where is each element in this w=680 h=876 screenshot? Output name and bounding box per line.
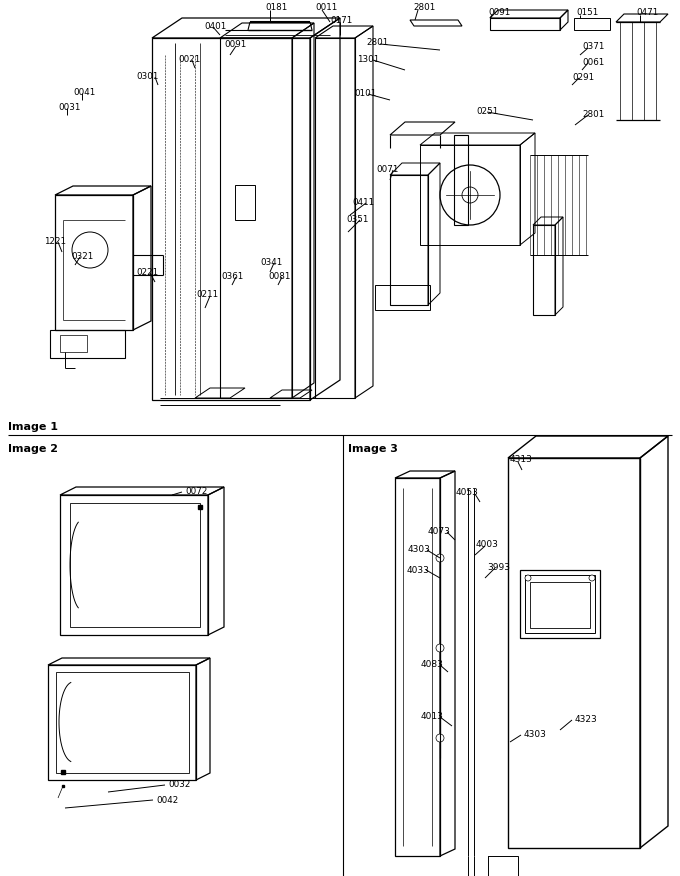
- Circle shape: [436, 554, 444, 562]
- Text: 0471: 0471: [636, 8, 658, 17]
- Text: 2801: 2801: [413, 3, 435, 12]
- Text: 0151: 0151: [576, 8, 598, 17]
- Text: 0101: 0101: [354, 89, 376, 98]
- Text: 4083: 4083: [421, 660, 444, 669]
- Text: 0041: 0041: [73, 88, 95, 97]
- Text: 0081: 0081: [268, 272, 290, 281]
- Text: 1221: 1221: [44, 237, 66, 246]
- Text: 0031: 0031: [58, 103, 80, 112]
- Text: 0021: 0021: [178, 55, 200, 64]
- Text: Image 3: Image 3: [348, 444, 398, 454]
- Text: 0351: 0351: [346, 215, 369, 224]
- Text: 4303: 4303: [408, 545, 431, 554]
- Text: 1301: 1301: [357, 55, 379, 64]
- Text: 0032: 0032: [168, 780, 190, 789]
- Text: 0251: 0251: [476, 107, 498, 116]
- Text: 4323: 4323: [575, 715, 598, 724]
- Text: 4313: 4313: [510, 455, 533, 464]
- Text: 4073: 4073: [428, 527, 451, 536]
- Text: 0341: 0341: [260, 258, 282, 267]
- Text: Image 1: Image 1: [8, 422, 58, 432]
- Text: 0042: 0042: [156, 796, 178, 805]
- Circle shape: [589, 575, 595, 581]
- Text: 0011: 0011: [315, 3, 337, 12]
- Text: Image 2: Image 2: [8, 444, 58, 454]
- Text: 3993: 3993: [487, 563, 510, 572]
- Text: 0321: 0321: [71, 252, 93, 261]
- Text: 0181: 0181: [265, 3, 287, 12]
- Text: 0061: 0061: [582, 58, 605, 67]
- Text: 4303: 4303: [524, 730, 547, 739]
- Text: 0361: 0361: [221, 272, 243, 281]
- Text: 0411: 0411: [352, 198, 374, 207]
- Text: 4003: 4003: [476, 540, 499, 549]
- Text: 2801: 2801: [582, 110, 605, 119]
- Text: 0211: 0211: [196, 290, 218, 299]
- Text: 4033: 4033: [407, 566, 430, 575]
- Circle shape: [525, 575, 531, 581]
- Text: 0221: 0221: [136, 268, 158, 277]
- Text: 0291: 0291: [572, 73, 594, 82]
- Text: 0401: 0401: [204, 22, 226, 31]
- Text: 0301: 0301: [136, 72, 158, 81]
- Text: 0071: 0071: [376, 165, 398, 174]
- Circle shape: [436, 734, 444, 742]
- Text: 0091: 0091: [224, 40, 246, 49]
- Text: 0371: 0371: [582, 42, 605, 51]
- Text: 0091: 0091: [488, 8, 510, 17]
- Text: 4013: 4013: [421, 712, 444, 721]
- Text: 4053: 4053: [456, 488, 479, 497]
- Circle shape: [436, 644, 444, 652]
- Text: 2801: 2801: [366, 38, 388, 47]
- Text: 0171: 0171: [330, 16, 352, 25]
- Text: 0072: 0072: [185, 487, 207, 496]
